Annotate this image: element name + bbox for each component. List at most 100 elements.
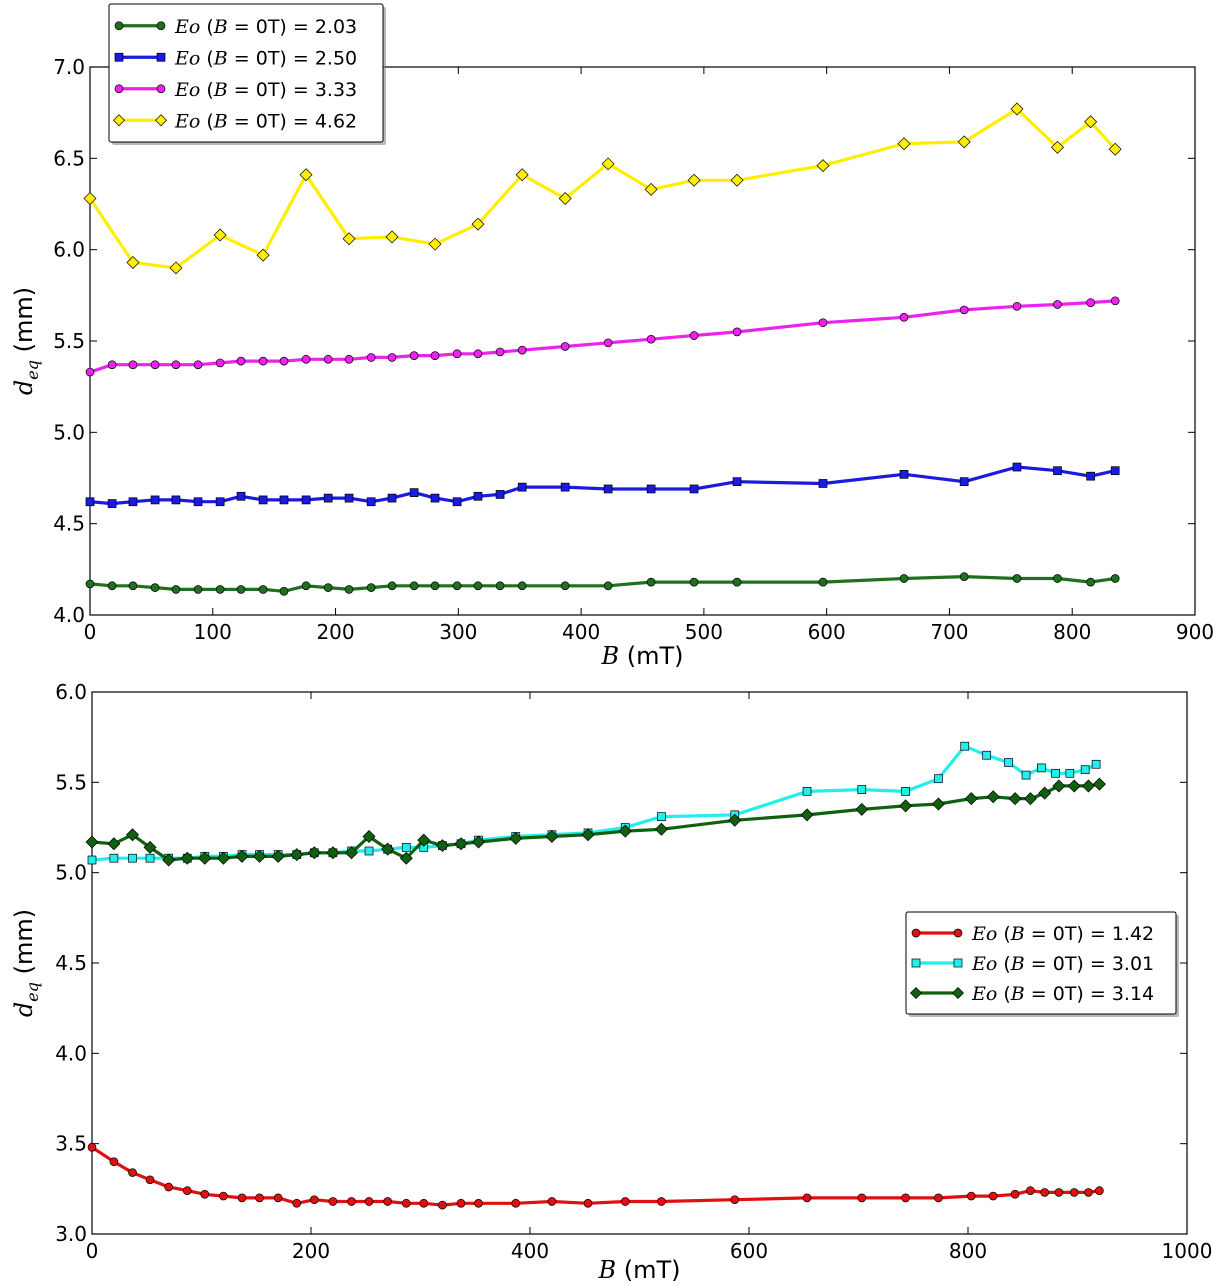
data-point [430, 581, 440, 591]
data-point [818, 577, 828, 587]
y-tick-label: 3.0 [55, 1222, 87, 1246]
data-point [855, 802, 869, 816]
legend-marker [156, 21, 166, 31]
data-point [253, 849, 267, 863]
data-point [237, 1193, 247, 1203]
data-point [1084, 1188, 1093, 1197]
y-axis-label: deq (mm) [10, 909, 42, 1017]
data-point [517, 581, 527, 591]
data-point [128, 1168, 137, 1177]
data-point [1053, 466, 1062, 476]
data-point [899, 312, 909, 322]
data-point [85, 497, 95, 507]
data-point [107, 837, 121, 851]
data-point [816, 159, 830, 173]
data-point [560, 342, 570, 351]
data-point [342, 232, 356, 246]
x-tick-label: 600 [808, 620, 846, 644]
data-point [1065, 768, 1075, 778]
data-point [901, 787, 910, 796]
data-point [495, 490, 505, 499]
data-point [438, 1200, 447, 1210]
data-point [1026, 1186, 1035, 1195]
data-point [560, 581, 570, 591]
data-point [109, 1157, 119, 1167]
data-point [387, 353, 397, 362]
data-point [1110, 574, 1120, 583]
data-point [193, 585, 203, 594]
data-point [1095, 1186, 1104, 1195]
data-point [399, 851, 413, 865]
legend-marker [952, 987, 964, 999]
data-point [547, 1197, 557, 1206]
data-point [236, 491, 246, 501]
data-point [1021, 770, 1031, 780]
data-point [164, 1182, 173, 1192]
data-point [730, 173, 744, 187]
data-point [235, 849, 249, 863]
data-point [401, 843, 411, 852]
data-point [182, 1186, 192, 1195]
data-point [85, 367, 95, 377]
legend-label: Eo (B = 0T) = 3.14 [971, 983, 1154, 1005]
data-point [1086, 577, 1095, 587]
data-point [452, 497, 462, 507]
x-tick-label: 0 [86, 1239, 99, 1263]
legend-item: Eo (B = 0T) = 1.42 [911, 923, 1154, 945]
data-point [236, 356, 246, 366]
data-point [409, 351, 419, 360]
x-tick-label: 500 [685, 620, 723, 644]
data-point [1050, 140, 1064, 154]
series-2 [85, 462, 1120, 508]
data-point [456, 1198, 466, 1208]
data-point [728, 813, 742, 827]
data-point [128, 581, 138, 591]
data-point [931, 797, 945, 811]
data-point [1108, 142, 1122, 156]
data-point [145, 853, 155, 863]
data-point [646, 334, 656, 344]
data-point [362, 830, 376, 844]
x-tick-label: 200 [316, 620, 354, 644]
data-point [1081, 779, 1095, 793]
data-point [409, 581, 419, 591]
data-point [271, 849, 285, 863]
data-point [517, 482, 527, 492]
x-tick-label: 400 [562, 620, 600, 644]
x-tick-label: 200 [292, 1239, 330, 1263]
data-point [236, 585, 246, 594]
data-point [85, 835, 99, 849]
data-point [959, 477, 969, 487]
y-axis-label: deq (mm) [10, 287, 42, 395]
data-point [1051, 768, 1060, 778]
data-point [213, 228, 227, 242]
legend-marker [113, 114, 125, 127]
data-point [215, 497, 225, 507]
data-point [258, 356, 268, 366]
legend-item: Eo (B = 0T) = 4.62 [113, 110, 357, 132]
data-point [732, 327, 742, 337]
data-point [545, 830, 559, 844]
data-point [309, 1195, 319, 1205]
data-point [1012, 301, 1022, 311]
data-point [344, 585, 354, 594]
x-tick-label: 900 [1176, 620, 1214, 644]
x-tick-label: 800 [1053, 620, 1091, 644]
data-point [193, 497, 203, 507]
data-point [323, 354, 333, 364]
y-tick-label: 4.0 [55, 1041, 87, 1065]
data-point [603, 581, 613, 591]
data-point [966, 1191, 976, 1201]
data-point [515, 168, 529, 182]
data-point [897, 137, 911, 151]
data-point [474, 1198, 483, 1208]
data-point [385, 230, 399, 244]
data-point [934, 774, 943, 784]
data-point [162, 853, 176, 867]
data-point [473, 349, 483, 359]
data-point [256, 248, 270, 262]
data-point [150, 583, 160, 592]
x-axis-label: B (mT) [597, 1256, 680, 1284]
legend-marker [114, 21, 124, 31]
data-point [279, 495, 289, 505]
